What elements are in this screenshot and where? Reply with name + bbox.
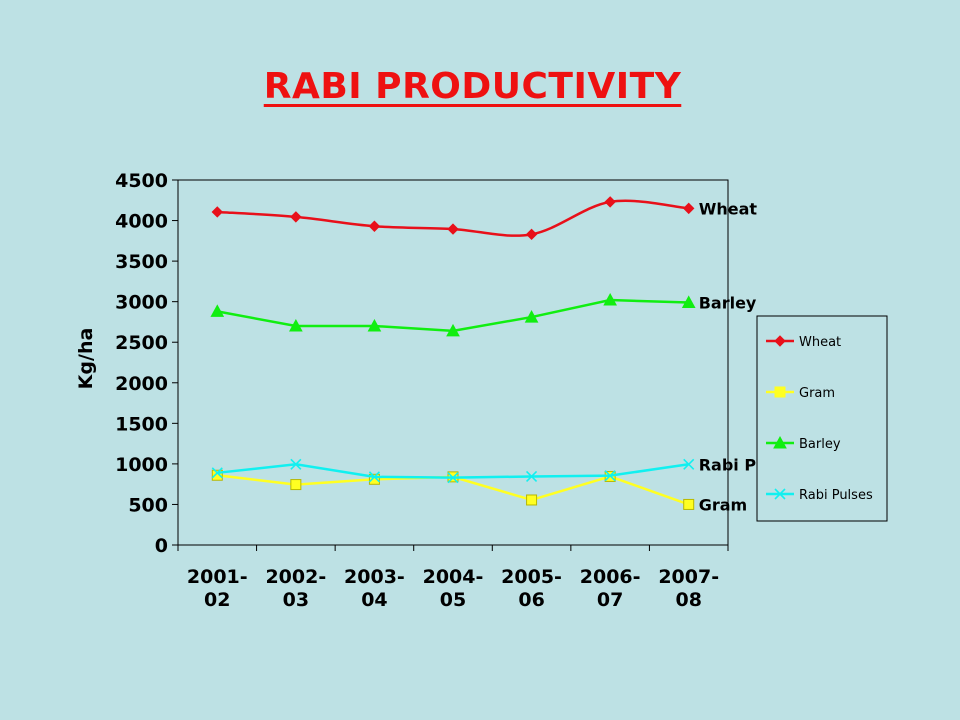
data-point [683, 202, 695, 215]
data-point [211, 469, 223, 481]
legend-item: Wheat [766, 335, 841, 350]
series-barley [210, 293, 696, 337]
data-point [526, 470, 538, 483]
data-point [604, 470, 616, 482]
legend-label: Rabi Pulses [799, 488, 873, 503]
y-tick-label: 3000 [115, 292, 168, 314]
data-point [774, 335, 786, 347]
data-point [683, 458, 695, 470]
y-tick-label: 0 [155, 535, 168, 557]
data-point [211, 467, 223, 479]
data-point [290, 479, 302, 491]
data-point [290, 211, 302, 223]
legend-item: Barley [766, 435, 841, 452]
data-point [368, 473, 380, 485]
x-tick-label: 2001-02 [187, 566, 248, 611]
legend-label: Barley [799, 437, 841, 452]
data-point [447, 223, 459, 235]
data-point [368, 471, 380, 483]
data-point [446, 323, 460, 337]
data-point [774, 488, 786, 500]
series-rabi-pulses [211, 458, 695, 484]
y-tick-label: 4000 [115, 211, 168, 233]
series-wheat [211, 196, 695, 241]
legend-box [756, 315, 888, 522]
legend-item: Rabi Pulses [766, 488, 873, 503]
data-point [604, 196, 616, 208]
data-point [526, 494, 538, 506]
legend-label: Wheat [799, 335, 841, 350]
data-point [211, 206, 223, 218]
data-point [367, 318, 382, 332]
plot-area-frame [177, 179, 729, 546]
y-tick-label: 1000 [115, 454, 168, 476]
series-end-label: Wheat [699, 199, 758, 218]
y-axis-title: Kg/ha [75, 328, 97, 390]
legend-label: Gram [799, 386, 835, 401]
y-tick-label: 500 [128, 494, 168, 516]
series-end-label: Gram [699, 495, 748, 514]
data-point [683, 498, 695, 510]
data-point [447, 472, 459, 484]
series-gram [211, 469, 695, 510]
y-tick-label: 2000 [115, 373, 168, 395]
x-tick-label: 2002-03 [265, 566, 326, 611]
y-tick-label: 1500 [115, 413, 168, 435]
chart-axes: 0 500 1000 1500 2000 2500 3000 3500 4000 4500 2001… [75, 170, 729, 611]
data-point [210, 304, 225, 317]
x-tick-label: 2007-08 [658, 566, 719, 611]
data-point [525, 228, 538, 241]
x-tick-label: 2003-04 [344, 566, 405, 611]
y-tick-label: 3500 [115, 251, 168, 273]
x-tick-label: 2006-07 [580, 566, 641, 611]
data-point [681, 295, 696, 308]
data-point [289, 318, 303, 332]
series-layer [210, 196, 696, 510]
x-tick-label: 2005-06 [501, 566, 562, 611]
slide-title: RABI PRODUCTIVITY [263, 66, 682, 107]
legend-item: Gram [766, 386, 835, 401]
y-tick-label: 2500 [115, 332, 168, 354]
data-point [290, 458, 302, 470]
data-point [603, 293, 617, 306]
chart-legend: Wheat Gram Barley Rabi Pulses [756, 315, 888, 522]
data-point [524, 310, 539, 323]
series-end-label: Barley [699, 293, 757, 312]
data-point [774, 386, 786, 398]
y-tick-label: 4500 [115, 170, 168, 192]
x-tick-label: 2004-05 [423, 566, 484, 611]
data-point [773, 435, 787, 449]
data-point [368, 220, 381, 232]
